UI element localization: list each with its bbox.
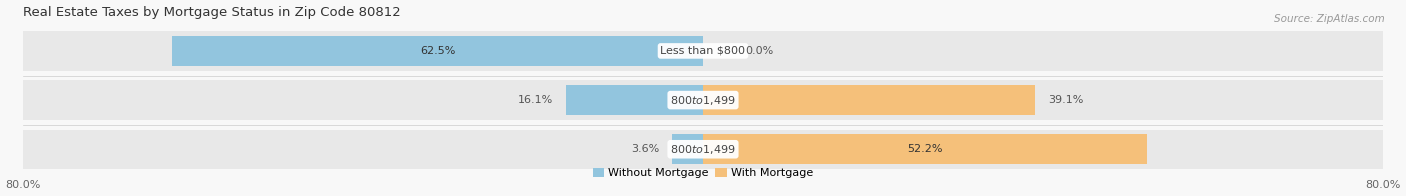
Bar — [703, 85, 1035, 115]
Text: 0.0%: 0.0% — [745, 46, 773, 56]
Bar — [567, 85, 703, 115]
Bar — [24, 130, 1382, 169]
Text: $800 to $1,499: $800 to $1,499 — [671, 93, 735, 107]
Text: $800 to $1,499: $800 to $1,499 — [671, 143, 735, 156]
Bar — [24, 80, 1382, 120]
Text: 39.1%: 39.1% — [1047, 95, 1084, 105]
Bar — [672, 134, 703, 164]
Text: 3.6%: 3.6% — [631, 144, 659, 154]
Text: 62.5%: 62.5% — [420, 46, 456, 56]
Text: Real Estate Taxes by Mortgage Status in Zip Code 80812: Real Estate Taxes by Mortgage Status in … — [24, 5, 401, 19]
Text: Source: ZipAtlas.com: Source: ZipAtlas.com — [1274, 14, 1385, 24]
Text: 16.1%: 16.1% — [519, 95, 554, 105]
Bar — [24, 31, 1382, 71]
Bar — [703, 134, 1146, 164]
Legend: Without Mortgage, With Mortgage: Without Mortgage, With Mortgage — [588, 164, 818, 183]
Bar — [172, 36, 703, 66]
Text: 52.2%: 52.2% — [907, 144, 942, 154]
Text: Less than $800: Less than $800 — [661, 46, 745, 56]
